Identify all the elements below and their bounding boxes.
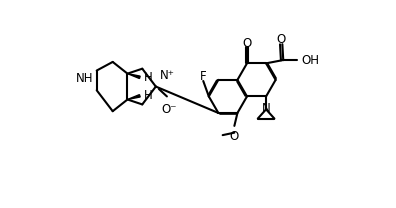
Text: NH: NH <box>76 72 93 85</box>
Text: F: F <box>200 70 207 83</box>
Text: O: O <box>276 33 286 46</box>
Text: N⁺: N⁺ <box>160 69 175 82</box>
Polygon shape <box>128 95 140 99</box>
Text: O: O <box>230 130 239 143</box>
Text: H: H <box>144 71 152 84</box>
Text: O: O <box>242 37 251 50</box>
Text: O⁻: O⁻ <box>162 103 177 116</box>
Text: OH: OH <box>301 54 319 67</box>
Polygon shape <box>128 74 140 78</box>
Text: H: H <box>144 89 152 102</box>
Text: N: N <box>262 102 270 115</box>
